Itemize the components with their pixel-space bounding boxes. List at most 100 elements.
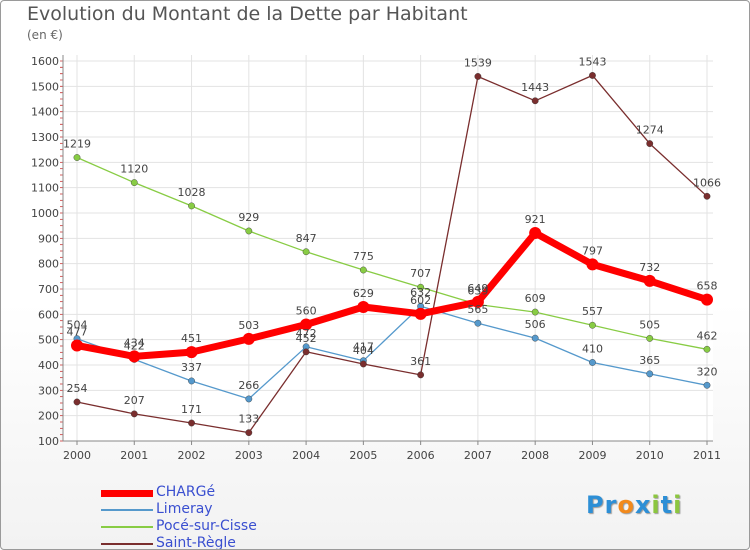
data-label-poc-sur-cisse: 707 bbox=[410, 267, 431, 280]
data-point-limeray bbox=[245, 395, 253, 403]
data-point-limeray bbox=[531, 334, 539, 342]
data-label-poc-sur-cisse: 775 bbox=[353, 250, 374, 263]
data-point-charg- bbox=[586, 258, 599, 271]
data-label-limeray: 410 bbox=[582, 342, 603, 355]
data-point-poc-sur-cisse bbox=[531, 308, 539, 316]
data-label-limeray: 365 bbox=[639, 354, 660, 367]
y-tick-label: 500 bbox=[38, 334, 59, 347]
data-label-limeray: 506 bbox=[525, 318, 546, 331]
data-label-limeray: 417 bbox=[353, 341, 374, 354]
data-label-limeray: 266 bbox=[238, 379, 259, 392]
brand-letter: o bbox=[617, 491, 635, 519]
legend-label: CHARGé bbox=[156, 484, 216, 500]
data-point-charg- bbox=[643, 274, 656, 287]
data-label-charg-: 797 bbox=[582, 244, 603, 257]
y-tick-label: 1600 bbox=[31, 55, 59, 68]
y-tick-label: 1200 bbox=[31, 156, 59, 169]
data-point-saint-r-gle bbox=[417, 371, 425, 379]
legend-swatch bbox=[101, 509, 153, 511]
x-tick-label: 2000 bbox=[63, 449, 91, 462]
series-line-poc-sur-cisse bbox=[76, 156, 708, 350]
data-label-saint-r-gle: 361 bbox=[410, 355, 431, 368]
legend-label: Limeray bbox=[156, 501, 213, 517]
data-point-charg- bbox=[185, 346, 198, 359]
data-label-saint-r-gle: 133 bbox=[238, 413, 259, 426]
data-point-charg- bbox=[71, 339, 83, 352]
data-point-poc-sur-cisse bbox=[73, 154, 81, 161]
data-label-limeray: 422 bbox=[124, 339, 145, 352]
data-point-charg- bbox=[529, 227, 542, 240]
y-tick-label: 200 bbox=[38, 410, 59, 423]
legend-label: Pocé-sur-Cisse bbox=[156, 518, 257, 534]
data-label-saint-r-gle: 1274 bbox=[636, 124, 664, 137]
data-point-charg- bbox=[414, 307, 427, 320]
data-label-charg-: 434 bbox=[124, 336, 145, 349]
y-tick-label: 700 bbox=[38, 283, 59, 296]
chart-title: Evolution du Montant de la Dette par Hab… bbox=[27, 3, 468, 25]
data-point-saint-r-gle bbox=[531, 97, 539, 105]
data-label-saint-r-gle: 404 bbox=[353, 344, 374, 357]
data-label-saint-r-gle: 254 bbox=[67, 382, 88, 395]
data-label-charg-: 732 bbox=[639, 261, 660, 274]
series-line-saint-r-gle bbox=[419, 74, 708, 376]
data-label-poc-sur-cisse: 929 bbox=[238, 211, 259, 224]
data-label-charg-: 477 bbox=[67, 325, 88, 338]
data-label-poc-sur-cisse: 505 bbox=[639, 318, 660, 331]
x-tick-label: 2002 bbox=[178, 449, 206, 462]
y-tick-label: 100 bbox=[38, 435, 59, 448]
data-label-limeray: 337 bbox=[181, 361, 202, 374]
series-line-charg- bbox=[73, 229, 711, 360]
data-label-charg-: 602 bbox=[410, 294, 431, 307]
data-point-poc-sur-cisse bbox=[245, 227, 253, 235]
x-tick-label: 2001 bbox=[120, 449, 148, 462]
y-tick-label: 600 bbox=[38, 308, 59, 321]
data-point-saint-r-gle bbox=[302, 348, 310, 356]
data-point-saint-r-gle bbox=[245, 429, 253, 437]
data-point-saint-r-gle bbox=[130, 410, 138, 418]
y-tick-label: 300 bbox=[38, 384, 59, 397]
data-point-poc-sur-cisse bbox=[359, 266, 367, 274]
data-label-poc-sur-cisse: 557 bbox=[582, 305, 603, 318]
data-label-poc-sur-cisse: 1028 bbox=[178, 186, 206, 199]
data-label-saint-r-gle: 171 bbox=[181, 403, 202, 416]
x-tick-label: 2005 bbox=[349, 449, 377, 462]
data-label-saint-r-gle: 1066 bbox=[693, 176, 721, 189]
legend-swatch bbox=[101, 543, 153, 545]
legend-label: Saint-Règle bbox=[156, 535, 236, 550]
data-label-saint-r-gle: 207 bbox=[124, 394, 145, 407]
brand-logo: Proxiti bbox=[586, 491, 682, 519]
data-point-poc-sur-cisse bbox=[302, 248, 310, 256]
data-label-limeray: 504 bbox=[67, 319, 88, 332]
y-tick-label: 800 bbox=[38, 258, 59, 271]
brand-letter: P bbox=[586, 491, 605, 519]
y-tick-label: 1500 bbox=[31, 80, 59, 93]
chart-unit: (en €) bbox=[27, 28, 63, 42]
y-tick-label: 1000 bbox=[31, 207, 59, 220]
x-tick-label: 2003 bbox=[235, 449, 263, 462]
x-tick-label: 2008 bbox=[521, 449, 549, 462]
data-point-saint-r-gle bbox=[188, 419, 195, 427]
x-tick-label: 2006 bbox=[407, 449, 435, 462]
data-point-poc-sur-cisse bbox=[130, 179, 138, 187]
data-point-limeray bbox=[188, 377, 195, 385]
series-line-limeray bbox=[76, 305, 708, 400]
data-label-limeray: 320 bbox=[697, 365, 718, 378]
data-point-poc-sur-cisse bbox=[417, 283, 425, 291]
data-label-limeray: 472 bbox=[296, 327, 317, 340]
data-label-saint-r-gle: 452 bbox=[296, 332, 317, 345]
brand-letter: r bbox=[604, 491, 618, 519]
brand-letter: t bbox=[660, 491, 674, 519]
data-label-poc-sur-cisse: 847 bbox=[296, 232, 317, 245]
data-label-charg-: 560 bbox=[296, 304, 317, 317]
data-point-limeray bbox=[703, 381, 711, 389]
data-point-saint-r-gle bbox=[359, 360, 367, 368]
y-tick-label: 1300 bbox=[31, 131, 59, 144]
plot-area bbox=[63, 55, 713, 441]
x-tick-label: 2007 bbox=[464, 449, 492, 462]
data-label-charg-: 921 bbox=[525, 213, 546, 226]
data-label-limeray: 632 bbox=[410, 286, 431, 299]
data-point-charg- bbox=[300, 318, 313, 331]
data-label-saint-r-gle: 1443 bbox=[521, 81, 549, 94]
